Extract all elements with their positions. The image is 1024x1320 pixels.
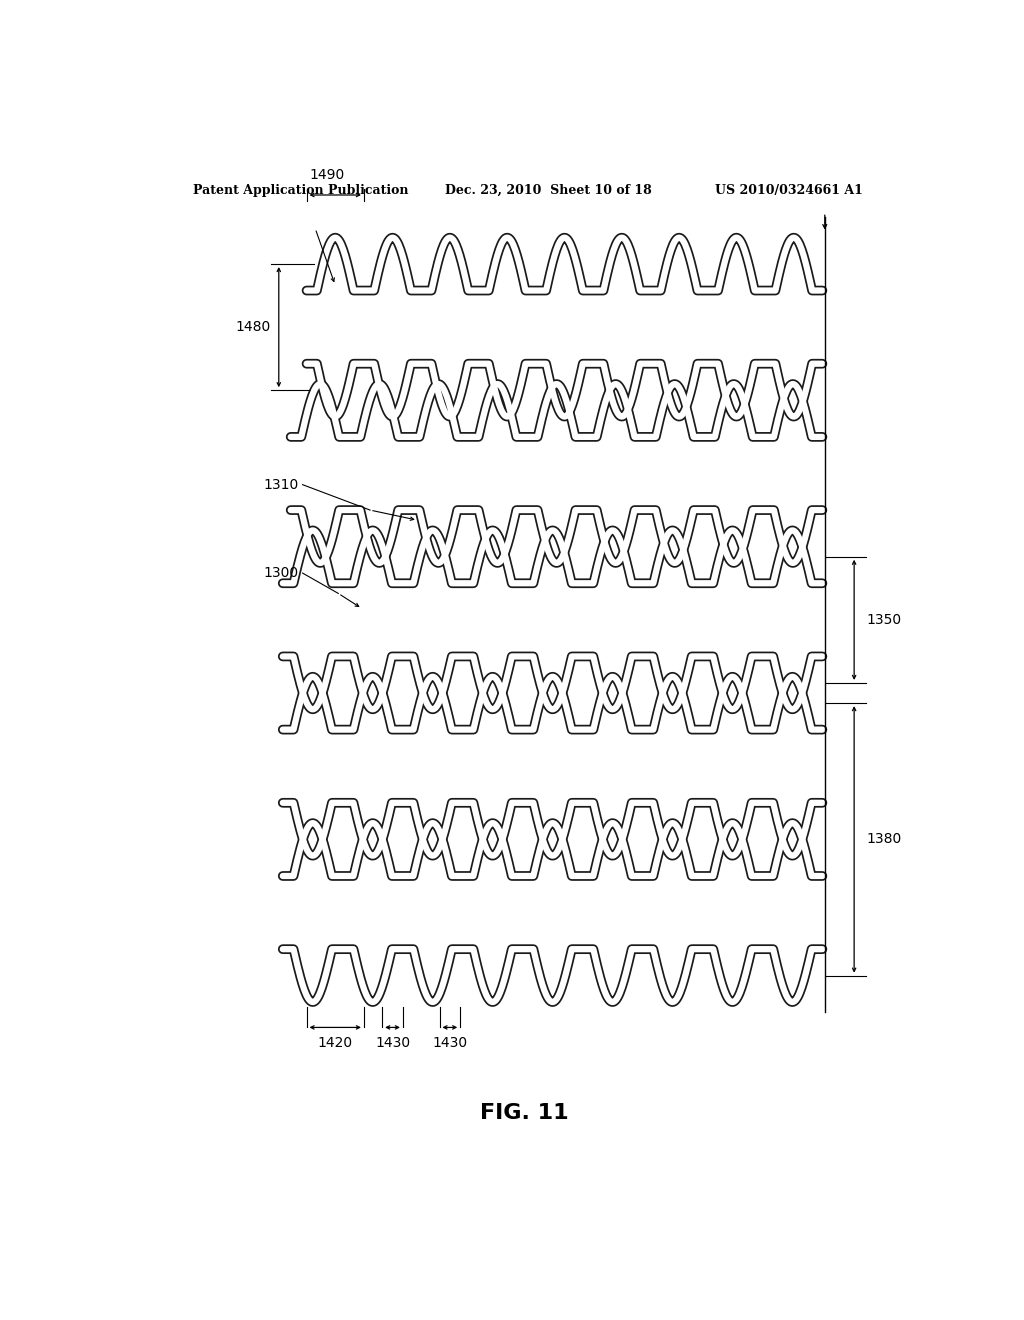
Text: 1490: 1490 bbox=[309, 168, 345, 182]
Text: 1430: 1430 bbox=[375, 1036, 410, 1049]
Text: 1350: 1350 bbox=[866, 612, 901, 627]
Text: 1300: 1300 bbox=[263, 566, 299, 579]
Text: FIG. 11: FIG. 11 bbox=[480, 1104, 569, 1123]
Text: US 2010/0324661 A1: US 2010/0324661 A1 bbox=[715, 183, 863, 197]
Text: Dec. 23, 2010  Sheet 10 of 18: Dec. 23, 2010 Sheet 10 of 18 bbox=[445, 183, 652, 197]
Text: 1480: 1480 bbox=[236, 321, 270, 334]
Text: Patent Application Publication: Patent Application Publication bbox=[194, 183, 409, 197]
Text: 1420: 1420 bbox=[317, 1036, 353, 1049]
Text: 1310: 1310 bbox=[263, 478, 299, 491]
Text: 1430: 1430 bbox=[432, 1036, 467, 1049]
Text: 1380: 1380 bbox=[866, 833, 901, 846]
